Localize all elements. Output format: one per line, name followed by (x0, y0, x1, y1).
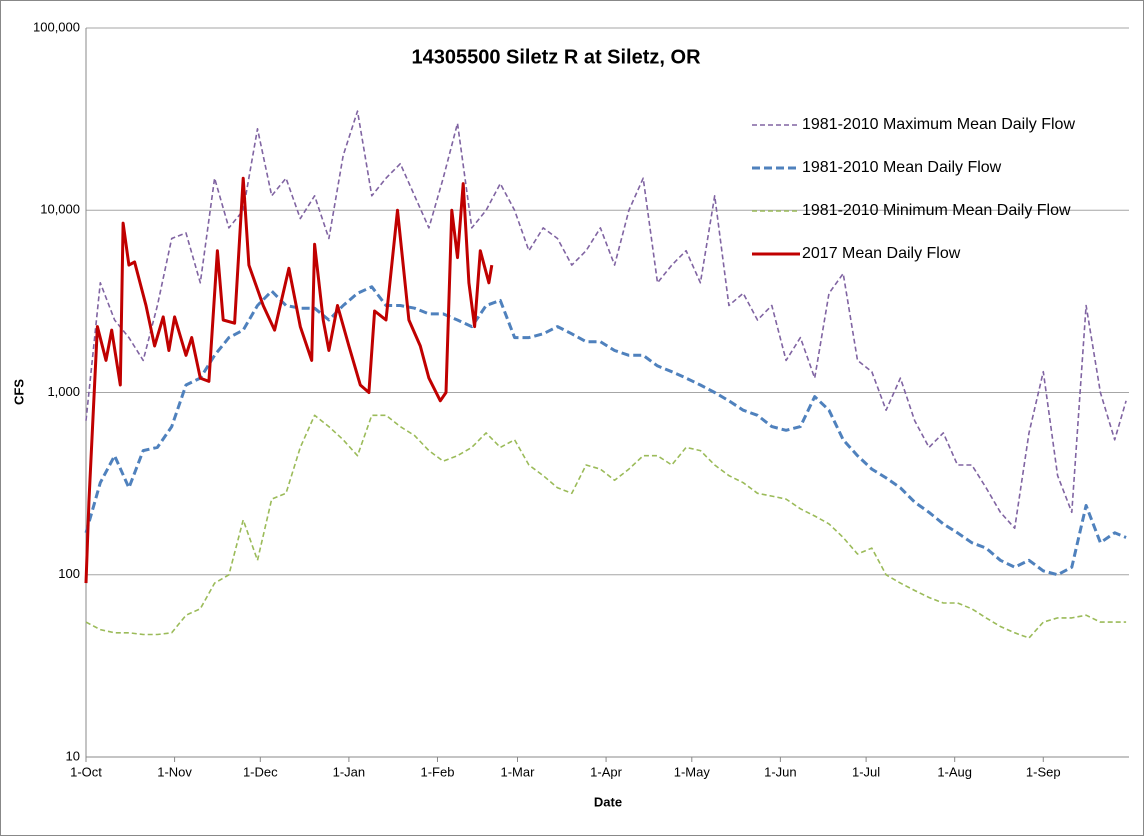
x-tick-label: 1-Oct (70, 764, 102, 779)
x-tick-label: 1-Sep (1026, 764, 1061, 779)
y-tick-label: 1,000 (47, 384, 80, 399)
y-tick-label: 10,000 (40, 202, 80, 217)
x-tick-label: 1-Apr (590, 764, 622, 779)
series-line (85, 414, 1127, 639)
y-tick-label: 100,000 (33, 19, 80, 34)
x-tick-label: 1-Mar (501, 764, 536, 779)
x-tick-label: 1-Dec (243, 764, 278, 779)
chart-title: 14305500 Siletz R at Siletz, OR (411, 46, 701, 68)
series-line (84, 176, 494, 584)
y-axis-title: CFS (11, 379, 26, 405)
legend-label: 1981-2010 Maximum Mean Daily Flow (802, 116, 1075, 133)
legend-label: 2017 Mean Daily Flow (802, 245, 961, 262)
x-tick-label: 1-Jul (852, 764, 880, 779)
x-tick-label: 1-Jan (333, 764, 366, 779)
series-line (84, 285, 1127, 577)
y-tick-label: 10 (66, 748, 80, 763)
x-tick-label: 1-Jun (764, 764, 797, 779)
x-axis-title: Date (594, 794, 622, 809)
series-line (85, 110, 1127, 529)
x-tick-label: 1-Feb (420, 764, 454, 779)
x-tick-label: 1-Aug (937, 764, 972, 779)
x-tick-label: 1-Nov (157, 764, 192, 779)
x-tick-label: 1-May (674, 764, 711, 779)
legend-label: 1981-2010 Mean Daily Flow (802, 159, 1002, 176)
y-tick-label: 100 (58, 566, 80, 581)
legend-label: 1981-2010 Minimum Mean Daily Flow (802, 202, 1071, 219)
